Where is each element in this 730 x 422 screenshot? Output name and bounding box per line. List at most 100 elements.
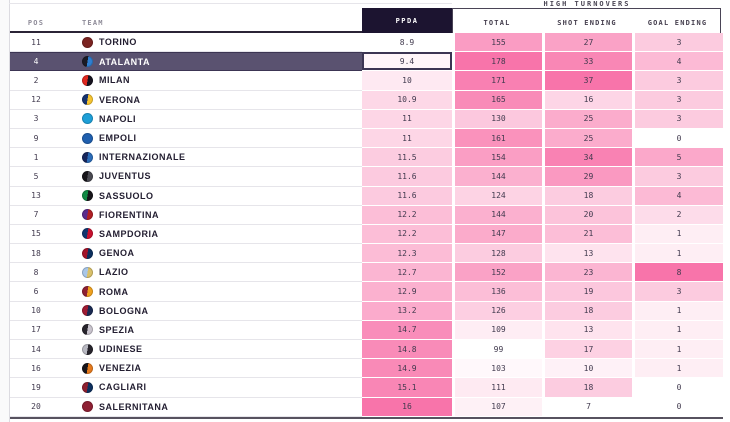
- ppda-value-cell: 11.6: [362, 186, 452, 206]
- total-value-cell: 136: [455, 282, 542, 302]
- ppda-value-cell: 10: [362, 71, 452, 91]
- team-name: LAZIO: [99, 267, 129, 278]
- team-name: TORINO: [99, 37, 137, 48]
- team-crest-icon: [82, 305, 93, 317]
- team-cell[interactable]: SPEZIA: [62, 321, 362, 340]
- team-cell[interactable]: SASSUOLO: [62, 187, 362, 206]
- team-name: FIORENTINA: [99, 209, 159, 220]
- team-name: UDINESE: [99, 344, 143, 355]
- goal-ending-value-cell: 1: [635, 320, 723, 340]
- team-cell[interactable]: CAGLIARI: [62, 378, 362, 398]
- total-value-cell: 171: [455, 71, 542, 91]
- ppda-value-cell: 16: [362, 397, 452, 417]
- team-cell[interactable]: SALERNITANA: [62, 398, 362, 417]
- team-cell[interactable]: SAMPDORIA: [62, 225, 362, 245]
- team-cell[interactable]: BOLOGNA: [62, 302, 362, 321]
- team-cell[interactable]: VERONA: [62, 91, 362, 110]
- team-cell[interactable]: ROMA: [62, 282, 362, 302]
- total-value-cell: 144: [455, 205, 542, 225]
- team-cell[interactable]: VENEZIA: [62, 359, 362, 379]
- goal-ending-value-cell: 0: [635, 378, 723, 398]
- column-header-goal-ending[interactable]: GOAL ENDING: [647, 19, 708, 27]
- table-row[interactable]: 6 ROMA 12.9 136 19 3: [10, 282, 723, 302]
- pos-value: 5: [10, 167, 62, 187]
- goal-ending-value-cell: 1: [635, 340, 723, 360]
- table-row[interactable]: 11 TORINO 8.9 155 27 3: [10, 33, 723, 53]
- team-cell[interactable]: TORINO: [62, 33, 362, 53]
- team-crest-icon: [82, 74, 93, 86]
- table-row[interactable]: 12 VERONA 10.9 165 16 3: [10, 90, 723, 110]
- table-row[interactable]: 14 UDINESE 14.8 99 17 1: [10, 340, 723, 360]
- team-crest-icon: [82, 381, 93, 393]
- table-row[interactable]: 9 EMPOLI 11 161 25 0: [10, 128, 723, 149]
- table-row[interactable]: 1 INTERNAZIONALE 11.5 154 34 5: [10, 148, 723, 168]
- pos-value: 13: [10, 187, 62, 206]
- team-cell[interactable]: INTERNAZIONALE: [62, 148, 362, 168]
- goal-ending-value-cell: 3: [635, 71, 723, 91]
- team-cell[interactable]: MILAN: [62, 71, 362, 91]
- team-cell[interactable]: NAPOLI: [62, 110, 362, 129]
- pos-value: 17: [10, 321, 62, 340]
- ppda-value-cell: 11.5: [362, 148, 452, 168]
- table-row[interactable]: 10 BOLOGNA 13.2 126 18 1: [10, 301, 723, 321]
- total-value-cell: 144: [455, 167, 542, 187]
- total-value-cell: 124: [455, 186, 542, 206]
- team-cell[interactable]: UDINESE: [62, 340, 362, 360]
- pos-value: 18: [10, 244, 62, 264]
- shot-ending-value-cell: 37: [545, 71, 632, 91]
- table-row[interactable]: 2 MILAN 10 171 37 3: [10, 71, 723, 91]
- table-row[interactable]: 8 LAZIO 12.7 152 23 8: [10, 263, 723, 283]
- table-row[interactable]: 20 SALERNITANA 16 107 7 0: [10, 397, 723, 417]
- team-crest-icon: [82, 362, 93, 374]
- table-row[interactable]: 18 GENOA 12.3 128 13 1: [10, 244, 723, 264]
- group-header-title: HIGH TURNOVERS: [543, 0, 631, 8]
- table-row[interactable]: 3 NAPOLI 11 130 25 3: [10, 109, 723, 129]
- team-name: SPEZIA: [99, 324, 135, 335]
- ppda-value-cell: 12.3: [362, 244, 452, 264]
- team-name: SASSUOLO: [99, 190, 154, 201]
- column-header-team[interactable]: TEAM: [82, 19, 104, 27]
- column-header-total[interactable]: TOTAL: [483, 19, 511, 27]
- team-cell[interactable]: ATALANTA: [62, 52, 362, 72]
- pos-value: 8: [10, 263, 62, 283]
- team-crest-icon: [82, 228, 93, 240]
- pos-value: 19: [10, 378, 62, 398]
- team-cell[interactable]: FIORENTINA: [62, 206, 362, 225]
- table-row[interactable]: 5 JUVENTUS 11.6 144 29 3: [10, 167, 723, 187]
- goal-ending-value-cell: 3: [635, 167, 723, 187]
- column-header-pos[interactable]: POS: [27, 19, 45, 27]
- shot-ending-value-cell: 20: [545, 205, 632, 225]
- shot-ending-value-cell: 17: [545, 340, 632, 360]
- team-cell[interactable]: EMPOLI: [62, 129, 362, 149]
- ppda-value-cell: 12.2: [362, 205, 452, 225]
- team-name: NAPOLI: [99, 113, 137, 124]
- table-header: HIGH TURNOVERS PPDA POS TEAM TOTAL SHOT …: [10, 0, 723, 33]
- goal-ending-value-cell: 1: [635, 359, 723, 379]
- table-row[interactable]: 15 SAMPDORIA 12.2 147 21 1: [10, 224, 723, 245]
- table-row[interactable]: 19 CAGLIARI 15.1 111 18 0: [10, 378, 723, 398]
- team-cell[interactable]: LAZIO: [62, 263, 362, 283]
- table-row[interactable]: 13 SASSUOLO 11.6 124 18 4: [10, 186, 723, 206]
- column-header-shot-ending[interactable]: SHOT ENDING: [557, 19, 617, 27]
- table-row[interactable]: 16 VENEZIA 14.9 103 10 1: [10, 359, 723, 379]
- table-row[interactable]: 4 ATALANTA 9.4 178 33 4: [10, 52, 723, 72]
- page-left-gutter: [0, 0, 9, 422]
- total-value-cell: 161: [455, 128, 542, 149]
- total-value-cell: 154: [455, 148, 542, 168]
- table-row[interactable]: 7 FIORENTINA 12.2 144 20 2: [10, 205, 723, 225]
- team-crest-icon: [82, 324, 93, 336]
- pos-value: 7: [10, 206, 62, 225]
- pos-value: 6: [10, 282, 62, 302]
- goal-ending-value-cell: 3: [635, 90, 723, 110]
- table-row[interactable]: 17 SPEZIA 14.7 109 13 1: [10, 320, 723, 340]
- ppda-value-cell: 12.7: [362, 263, 452, 283]
- team-name: ATALANTA: [99, 56, 150, 67]
- team-cell[interactable]: JUVENTUS: [62, 167, 362, 187]
- total-value-cell: 152: [455, 263, 542, 283]
- goal-ending-value-cell: 4: [635, 52, 723, 72]
- total-value-cell: 178: [455, 52, 542, 72]
- column-header-ppda[interactable]: PPDA: [362, 8, 452, 33]
- team-crest-icon: [82, 209, 93, 221]
- team-cell[interactable]: GENOA: [62, 244, 362, 264]
- team-crest-icon: [82, 56, 93, 68]
